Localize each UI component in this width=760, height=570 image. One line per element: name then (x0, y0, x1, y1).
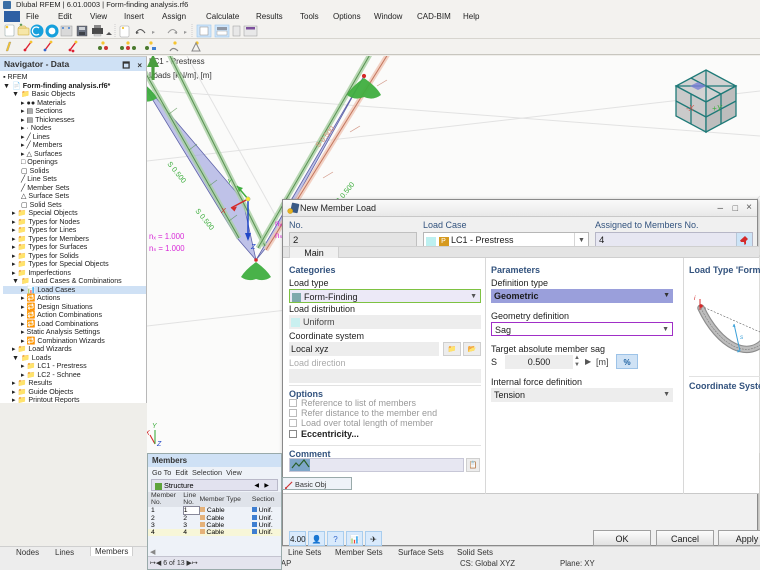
svg-text:Z: Z (250, 242, 256, 251)
svg-text:S 0.500: S 0.500 (165, 160, 188, 185)
svg-text:S 0.500: S 0.500 (193, 207, 216, 232)
svg-text:Y: Y (152, 423, 158, 430)
svg-text:s: s (740, 334, 744, 341)
svg-text:nₛ = 1.000: nₛ = 1.000 (149, 244, 185, 253)
svg-text:-X: -X (686, 104, 695, 113)
svg-text:i: i (694, 295, 696, 302)
svg-text:X: X (147, 430, 150, 437)
svg-text:nₓ = 1.000: nₓ = 1.000 (149, 232, 185, 241)
svg-text:+Y: +Y (712, 104, 723, 113)
svg-text:Z: Z (156, 441, 162, 448)
